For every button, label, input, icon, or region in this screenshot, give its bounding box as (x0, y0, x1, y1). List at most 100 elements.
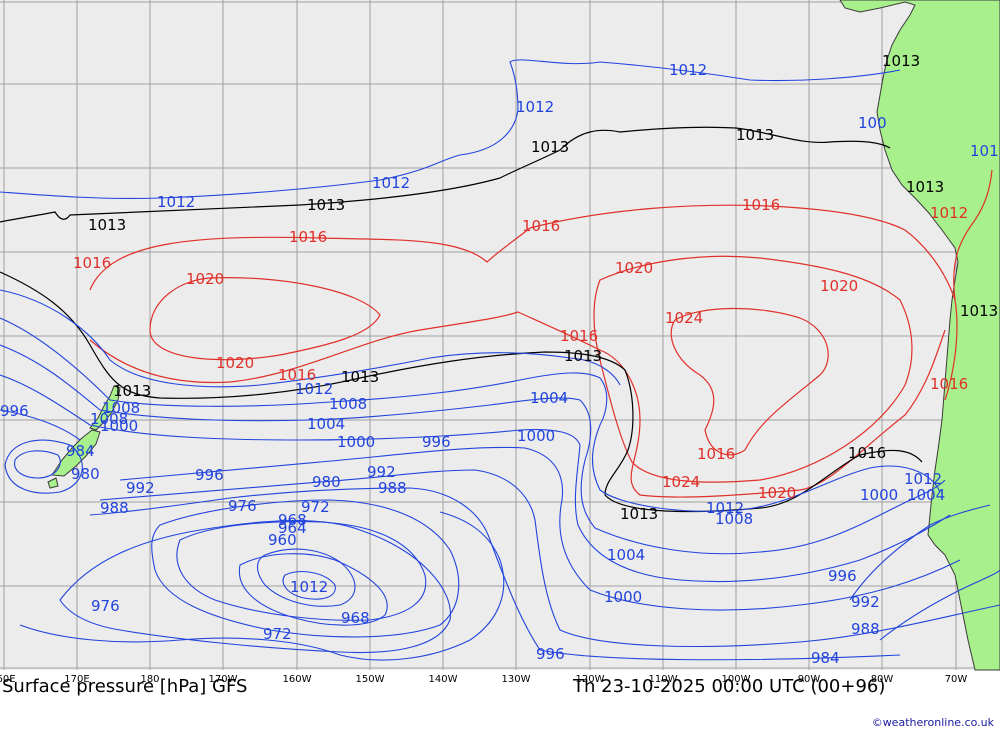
label-1012: 1012 (157, 193, 195, 211)
isobar-976-east (879, 569, 1000, 641)
isobar-964 (256, 548, 356, 607)
label-1016: 1016 (73, 254, 111, 272)
label-1012: 1012 (295, 380, 333, 398)
isobar-984-nz (14, 450, 61, 479)
label-984: 984 (66, 442, 95, 460)
label-1008: 1004 (907, 486, 945, 504)
label-1000: 1000 (100, 417, 138, 435)
label-1004: 1004 (530, 389, 568, 407)
label-996: 996 (422, 433, 451, 451)
label-968: 968 (341, 609, 370, 627)
label-976: 976 (91, 597, 120, 615)
label-980: 980 (71, 465, 100, 483)
isobar-960 (282, 571, 336, 600)
label-992: 988 (851, 620, 880, 638)
lon-tick-label: 90W (798, 674, 821, 685)
isobar-972 (19, 511, 505, 661)
isobar-1020-west (149, 277, 381, 361)
lon-tick-label: 150W (356, 674, 385, 685)
label-996: 996 (536, 645, 565, 663)
isobar-992 (99, 469, 1000, 648)
label-1012: 1012 (706, 499, 744, 517)
isobar-984-east (849, 504, 991, 601)
label-976: 972 (301, 498, 330, 516)
isobar-1013-north (0, 126, 891, 223)
label-1013: 1013 (113, 382, 151, 400)
isobar-996-west (0, 409, 81, 441)
label-1000: 1000 (517, 427, 555, 445)
label-1024: 1016 (697, 445, 735, 463)
label-1016: 1016 (930, 375, 968, 393)
label-1013: 1013 (564, 347, 602, 365)
label-1012: 1012 (904, 470, 942, 488)
isobar-1016-north (89, 204, 956, 301)
label-1012: 100 (858, 114, 887, 132)
ocean-background (0, 0, 1000, 670)
lon-tick-label: 160W (283, 674, 312, 685)
ref-isobars (0, 126, 923, 513)
label-1004: 1000 (860, 486, 898, 504)
label-1016: 1016 (560, 327, 598, 345)
label-1012: 1012 (372, 174, 410, 192)
lon-tick-label: 80W (871, 674, 894, 685)
lon-tick-label: 140W (429, 674, 458, 685)
valid-time: Th 23-10-2025 00:00 UTC (00+96) (573, 676, 886, 697)
label-1013: 1013 (620, 505, 658, 523)
lon-tick-label: 60E (0, 674, 16, 685)
label-996: 992 (851, 593, 880, 611)
isobar-968 (238, 553, 388, 626)
label-1008: 1008 (329, 395, 367, 413)
south-america-landmass (839, 0, 1000, 671)
label-1000: 1000 (337, 433, 375, 451)
isobar-996 (119, 446, 961, 611)
isobar-labels: 1012 1012 1012 1012 1012 1013 1013 1013 … (0, 52, 1000, 667)
isobar-1008 (0, 317, 941, 512)
lon-tick-label: 120W (576, 674, 605, 685)
map-title: Surface pressure [hPa] GFS (2, 676, 248, 697)
label-1016: 1016 (289, 228, 327, 246)
label-988: 984 (811, 649, 840, 667)
label-988: 988 (100, 499, 129, 517)
label-1013: 1016 (848, 444, 886, 462)
lon-tick-label: 170E (64, 674, 89, 685)
lon-tick-label: 110W (649, 674, 678, 685)
label-1013: 1013 (88, 216, 126, 234)
graticule (0, 0, 1000, 670)
isobar-1004 (0, 344, 946, 555)
lon-tick-label: 170W (209, 674, 238, 685)
label-996: 996 (195, 466, 224, 484)
south-island-nz (51, 429, 101, 477)
label-1012: 1012 (669, 61, 707, 79)
isobar-980 (176, 521, 427, 621)
label-1013: 1013 (307, 196, 345, 214)
label-1020: 1020 (216, 354, 254, 372)
label-100: 1012 (970, 142, 1000, 160)
label-1016: 1020 (758, 484, 796, 502)
lon-tick-label: 100W (722, 674, 751, 685)
isobar-1013-south (0, 271, 923, 513)
label-1020: 1020 (820, 277, 858, 295)
label-1004: 1004 (307, 415, 345, 433)
label-980: 976 (228, 497, 257, 515)
credit-link[interactable]: ©weatheronline.co.uk (871, 716, 994, 729)
label-1013: 1013 (531, 138, 569, 156)
isobar-980-nz (4, 439, 83, 494)
longitude-axis: 60E 170E 180 170W 160W 150W 140W 130W 12… (0, 674, 967, 685)
label-972: 972 (263, 625, 292, 643)
label-1020: 1024 (662, 473, 700, 491)
label-1008: 1008 (715, 510, 753, 528)
label-996: 996 (0, 402, 29, 420)
label-992: 992 (367, 463, 396, 481)
label-960: 1012 (290, 578, 328, 596)
label-1016: 1016 (522, 217, 560, 235)
label-1016: 1012 (930, 204, 968, 222)
label-1024: 1024 (665, 309, 703, 327)
label-968: 964 (278, 519, 307, 537)
isobar-984 (151, 499, 460, 638)
label-972: 968 (278, 511, 307, 529)
isobar-1024 (670, 307, 829, 456)
isobar-1016-coast (944, 169, 993, 401)
label-984: 980 (312, 473, 341, 491)
label-1016: 1016 (278, 366, 316, 384)
